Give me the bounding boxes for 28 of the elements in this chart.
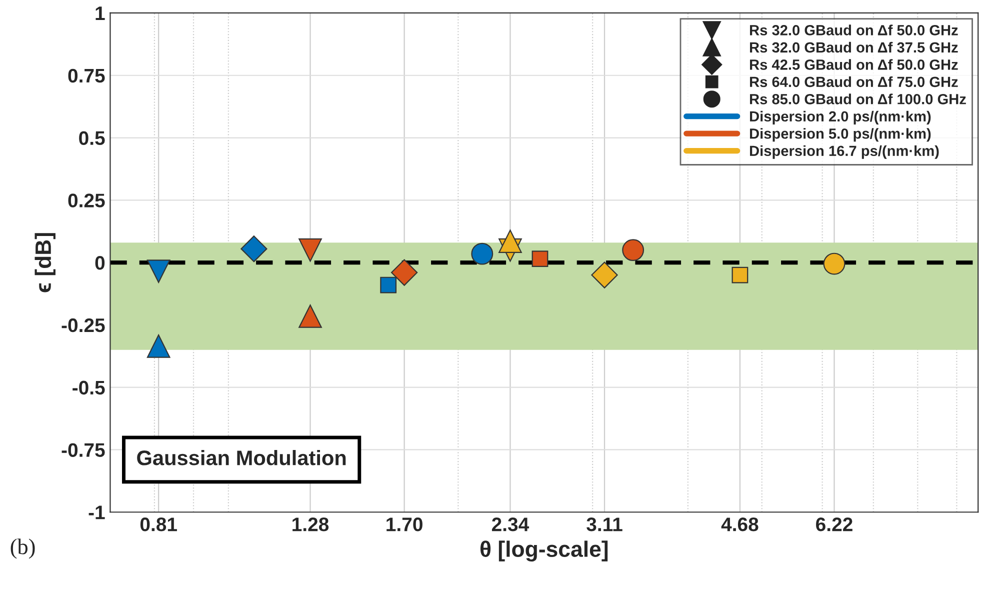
annotation: Gaussian Modulation bbox=[137, 450, 346, 466]
y-tick-label: -0.25 bbox=[62, 318, 105, 332]
y-tick-label: 0.25 bbox=[68, 194, 105, 208]
legend-label: Dispersion 5.0 ps/(nm·km) bbox=[750, 128, 931, 142]
annotation: Rs 85.0 GBaud on Δf 100.0 GHz bbox=[750, 94, 966, 104]
x-tick-label: 3.11 bbox=[586, 517, 622, 532]
y-tick-label: 1 bbox=[96, 6, 105, 20]
y-tick-label: 0 bbox=[95, 256, 105, 270]
y-tick-label: -0.5 bbox=[72, 380, 105, 395]
legend-label: Dispersion 2.0 ps/(nm·km) bbox=[750, 110, 931, 124]
y-tick-label: -0.75 bbox=[62, 443, 105, 457]
annotation: Rs 64.0 GBaud on Δf 75.0 GHz bbox=[750, 76, 958, 88]
x-axis-title: θ [log-scale] bbox=[480, 540, 608, 562]
x-tick-label: 4.68 bbox=[721, 517, 758, 532]
y-tick-label: -1 bbox=[88, 506, 105, 520]
text: (b) bbox=[10, 538, 35, 559]
annotation: Rs 42.5 GBaud on Δf 50.0 GHz bbox=[750, 59, 958, 70]
annotation: Rs 32.0 GBaud on Δf 50.0 GHz bbox=[750, 24, 958, 36]
x-tick-label: 2.34 bbox=[492, 517, 530, 532]
x-tick-label: 1.70 bbox=[386, 517, 422, 532]
legend-label: Dispersion 16.7 ps/(nm·km) bbox=[750, 145, 939, 159]
x-tick-label: 1.28 bbox=[292, 517, 329, 532]
y-tick-label: 0.75 bbox=[68, 68, 105, 83]
y-axis-title: ϵ [dB] bbox=[34, 233, 56, 292]
x-tick-label: 0.81 bbox=[140, 517, 177, 532]
x-tick-label: 6.22 bbox=[816, 517, 852, 532]
annotation: Rs 32.0 GBaud on Δf 37.5 GHz bbox=[750, 42, 958, 53]
y-tick-label: 0.5 bbox=[79, 131, 105, 145]
